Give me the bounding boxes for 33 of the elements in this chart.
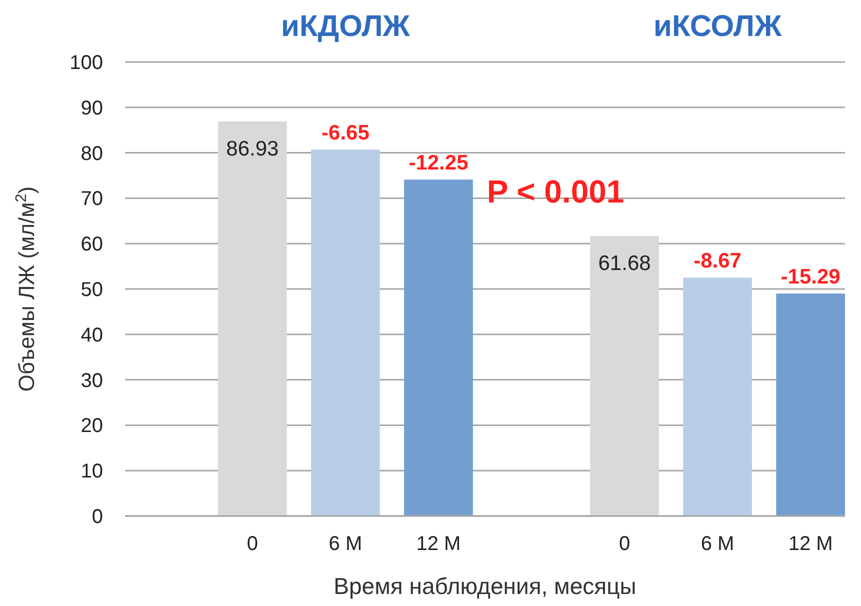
data-label: 86.93 — [226, 137, 279, 160]
data-label: 61.68 — [598, 252, 651, 275]
x-tick-label: 12 М — [416, 533, 461, 555]
annotation: -8.67 — [694, 250, 742, 273]
annotation: -15.29 — [780, 266, 840, 289]
y-tick-label: 20 — [80, 415, 103, 438]
bar — [404, 180, 473, 516]
annotation: -12.25 — [408, 152, 469, 175]
x-tick-label: 0 — [246, 533, 258, 555]
annotation: -6.65 — [322, 122, 370, 145]
y-tick-label: 100 — [70, 52, 103, 74]
text: иКСОЛЖ — [654, 10, 782, 43]
x-tick-label: 0 — [618, 533, 630, 555]
y-tick-label: 50 — [80, 279, 103, 301]
y-tick-label: 70 — [80, 188, 103, 210]
annotation: P < 0.001 — [486, 174, 624, 210]
y-tick-label: 90 — [80, 97, 103, 120]
y-tick-label: 80 — [80, 142, 103, 165]
bar — [590, 236, 659, 516]
y-tick-label: 30 — [80, 370, 103, 392]
y-tick-label: 0 — [92, 506, 103, 528]
bar — [311, 150, 380, 516]
y-tick-label: 40 — [80, 324, 103, 346]
bar — [218, 121, 287, 516]
bar — [776, 294, 845, 516]
y-tick-label: 10 — [80, 460, 103, 483]
bar — [683, 278, 752, 516]
text: иКДОЛЖ — [281, 10, 411, 43]
y-tick-label: 60 — [80, 234, 103, 256]
x-axis-title: Время наблюдения, месяцы — [334, 573, 636, 599]
x-tick-label: 6 М — [328, 533, 362, 555]
x-tick-label: 6 М — [700, 533, 734, 555]
x-tick-label: 12 М — [788, 533, 833, 555]
